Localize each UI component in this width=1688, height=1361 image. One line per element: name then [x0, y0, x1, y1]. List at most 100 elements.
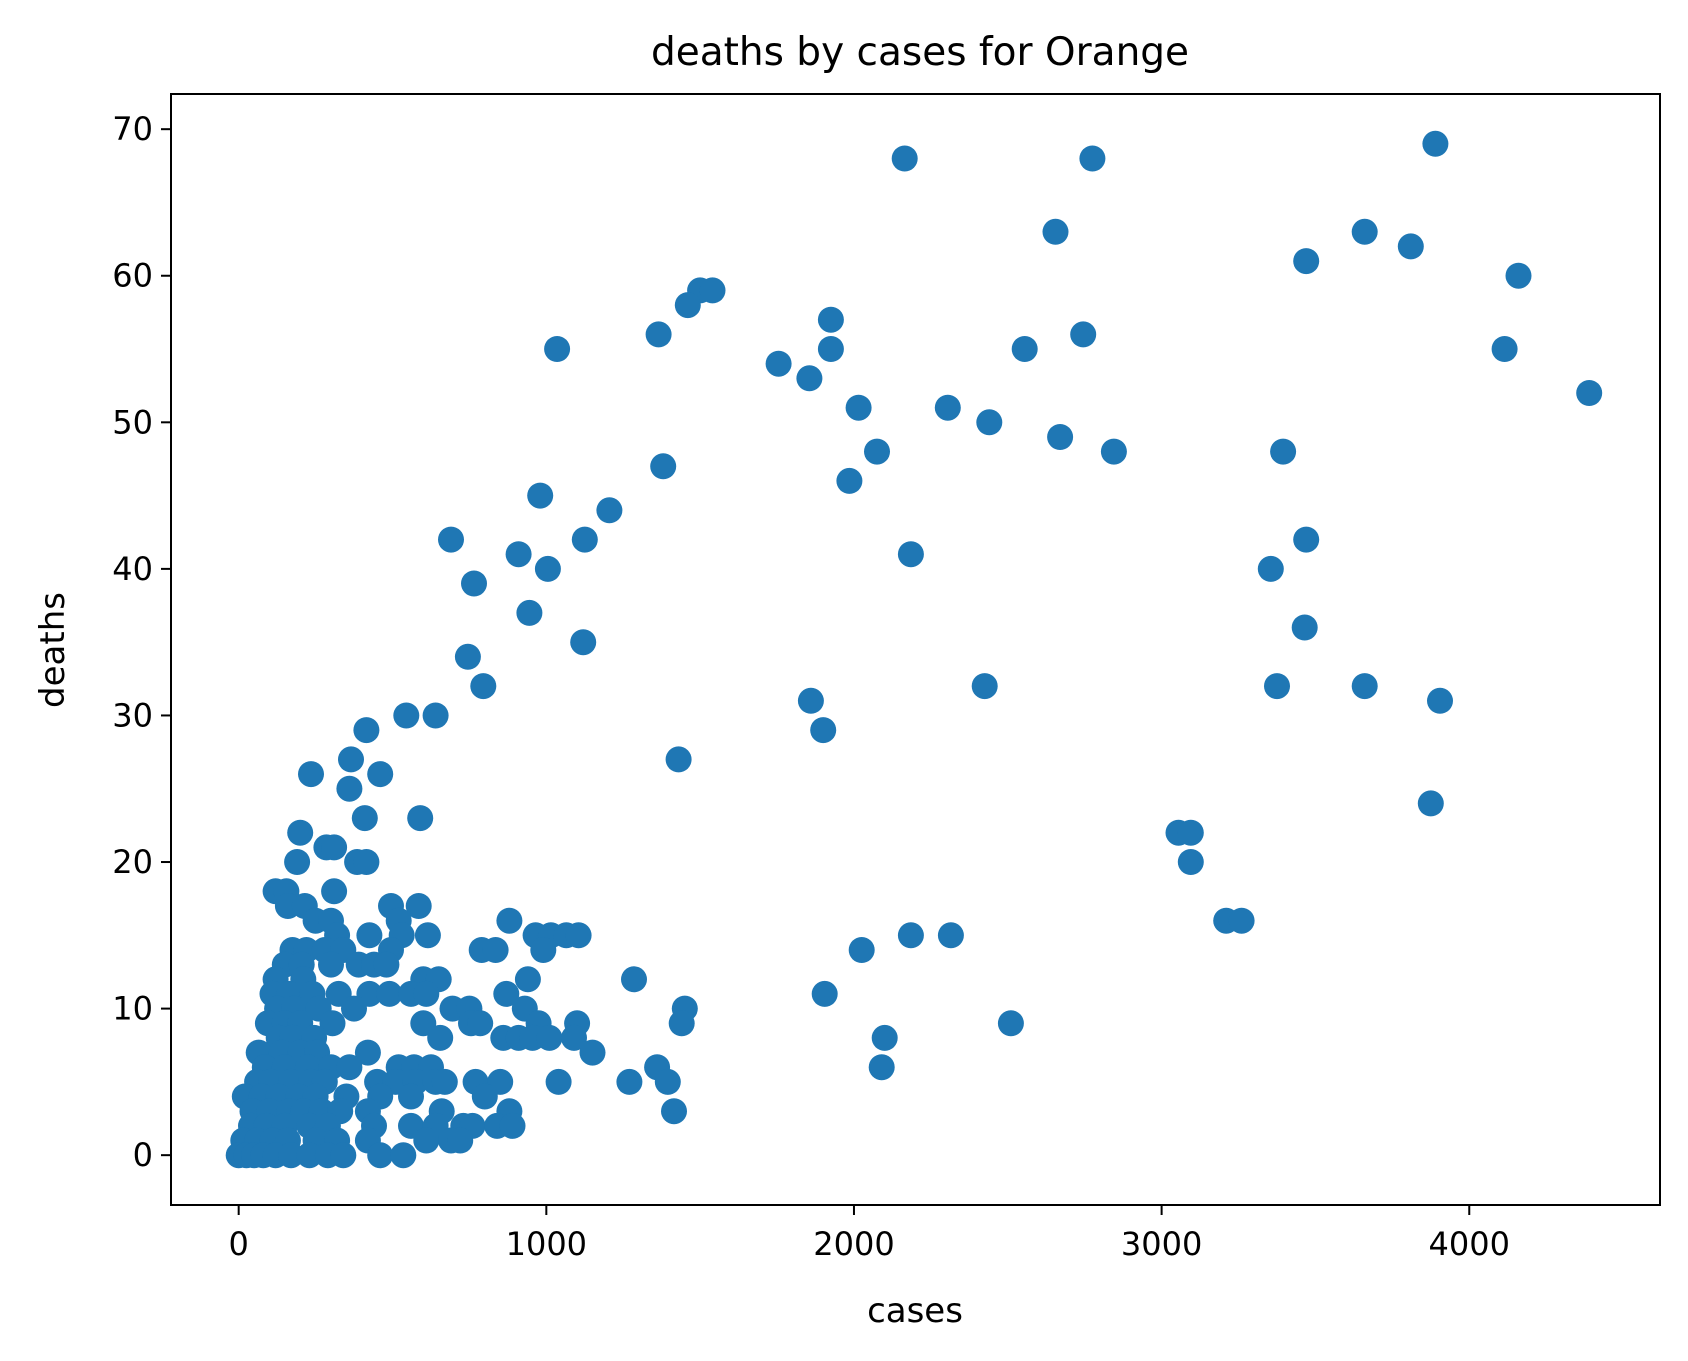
data-point [1291, 614, 1318, 641]
data-point [1047, 424, 1074, 450]
data-point [467, 1010, 494, 1037]
y-tick-label: 70 [112, 110, 153, 148]
data-point [650, 453, 677, 480]
x-tick-label: 1000 [506, 1225, 587, 1263]
data-point [596, 497, 623, 524]
data-point [848, 937, 875, 963]
data-point [1100, 438, 1127, 465]
data-point [336, 1054, 363, 1081]
data-point [868, 1054, 895, 1081]
data-point [811, 980, 838, 1007]
data-point [668, 1010, 695, 1037]
y-tick-label: 30 [112, 696, 153, 734]
data-point [318, 951, 344, 978]
data-point [1427, 687, 1453, 714]
data-point [616, 1068, 643, 1095]
data-point [393, 702, 420, 729]
data-point [971, 673, 998, 700]
y-tick-label: 60 [112, 257, 153, 295]
data-point [661, 1098, 687, 1125]
data-point [797, 687, 824, 714]
data-point [356, 922, 383, 949]
data-point [367, 761, 394, 788]
data-point [937, 922, 964, 949]
data-point [765, 350, 792, 377]
data-point [321, 834, 348, 861]
data-point [1042, 218, 1069, 245]
data-point [405, 893, 432, 919]
data-point [296, 1142, 323, 1169]
data-point [321, 878, 348, 905]
data-point [493, 980, 520, 1007]
data-point [897, 541, 924, 568]
data-point [341, 995, 367, 1022]
data-point [545, 1068, 572, 1095]
data-point [1576, 380, 1603, 406]
data-point [454, 643, 481, 670]
data-point [1177, 819, 1204, 846]
data-point [422, 702, 449, 729]
data-point [438, 526, 464, 553]
data-point [367, 1142, 394, 1169]
data-point [1011, 336, 1038, 362]
data-point [413, 980, 440, 1007]
data-point [571, 526, 598, 553]
data-point [471, 1083, 498, 1110]
data-point [514, 966, 541, 993]
x-axis-label: cases [867, 1291, 963, 1331]
data-point [470, 673, 497, 700]
data-point [1228, 907, 1255, 934]
data-point [654, 1068, 681, 1095]
data-point [536, 1024, 563, 1051]
x-tick-label: 4000 [1429, 1225, 1510, 1263]
data-point [1070, 321, 1097, 348]
data-point [1270, 438, 1297, 465]
data-point [645, 321, 672, 348]
y-axis-ticks: 0 10 20 30 40 50 60 70 [112, 110, 171, 1174]
data-point [431, 1068, 458, 1095]
data-point [330, 1142, 357, 1169]
data-point [516, 599, 543, 626]
data-point [579, 1039, 606, 1066]
data-point [410, 1010, 437, 1037]
data-point [817, 336, 844, 362]
data-point [496, 907, 523, 934]
data-point [398, 1083, 424, 1110]
data-point [1422, 130, 1449, 157]
data-point [353, 849, 380, 875]
data-point [897, 922, 924, 949]
data-point [534, 555, 561, 582]
data-point [407, 805, 434, 832]
chart-title: deaths by cases for Orange [651, 30, 1189, 75]
data-point [674, 292, 701, 319]
data-point [338, 746, 364, 773]
data-point [1351, 218, 1378, 245]
data-point [699, 277, 726, 304]
data-point [390, 1142, 417, 1169]
data-point [1397, 233, 1424, 260]
data-point [414, 922, 441, 949]
data-point [891, 145, 918, 172]
data-point [351, 805, 378, 832]
data-point [565, 922, 592, 949]
x-tick-label: 3000 [1121, 1225, 1202, 1263]
data-point [336, 775, 363, 802]
data-point [1505, 262, 1532, 289]
data-point [284, 849, 311, 875]
data-point [1293, 526, 1320, 553]
data-point [810, 717, 837, 744]
y-tick-label: 50 [112, 403, 153, 441]
data-point [427, 1024, 454, 1051]
y-tick-label: 40 [112, 550, 153, 588]
data-point [864, 438, 890, 465]
data-point [298, 761, 324, 788]
data-point [527, 482, 554, 509]
data-point [461, 570, 487, 597]
data-point [934, 394, 961, 421]
data-point [665, 746, 692, 773]
data-point [1293, 248, 1320, 275]
data-point [319, 1010, 346, 1037]
data-point [287, 819, 314, 846]
x-axis-ticks: 0 1000 2000 3000 4000 [229, 1205, 1510, 1263]
y-tick-label: 0 [133, 1136, 153, 1174]
